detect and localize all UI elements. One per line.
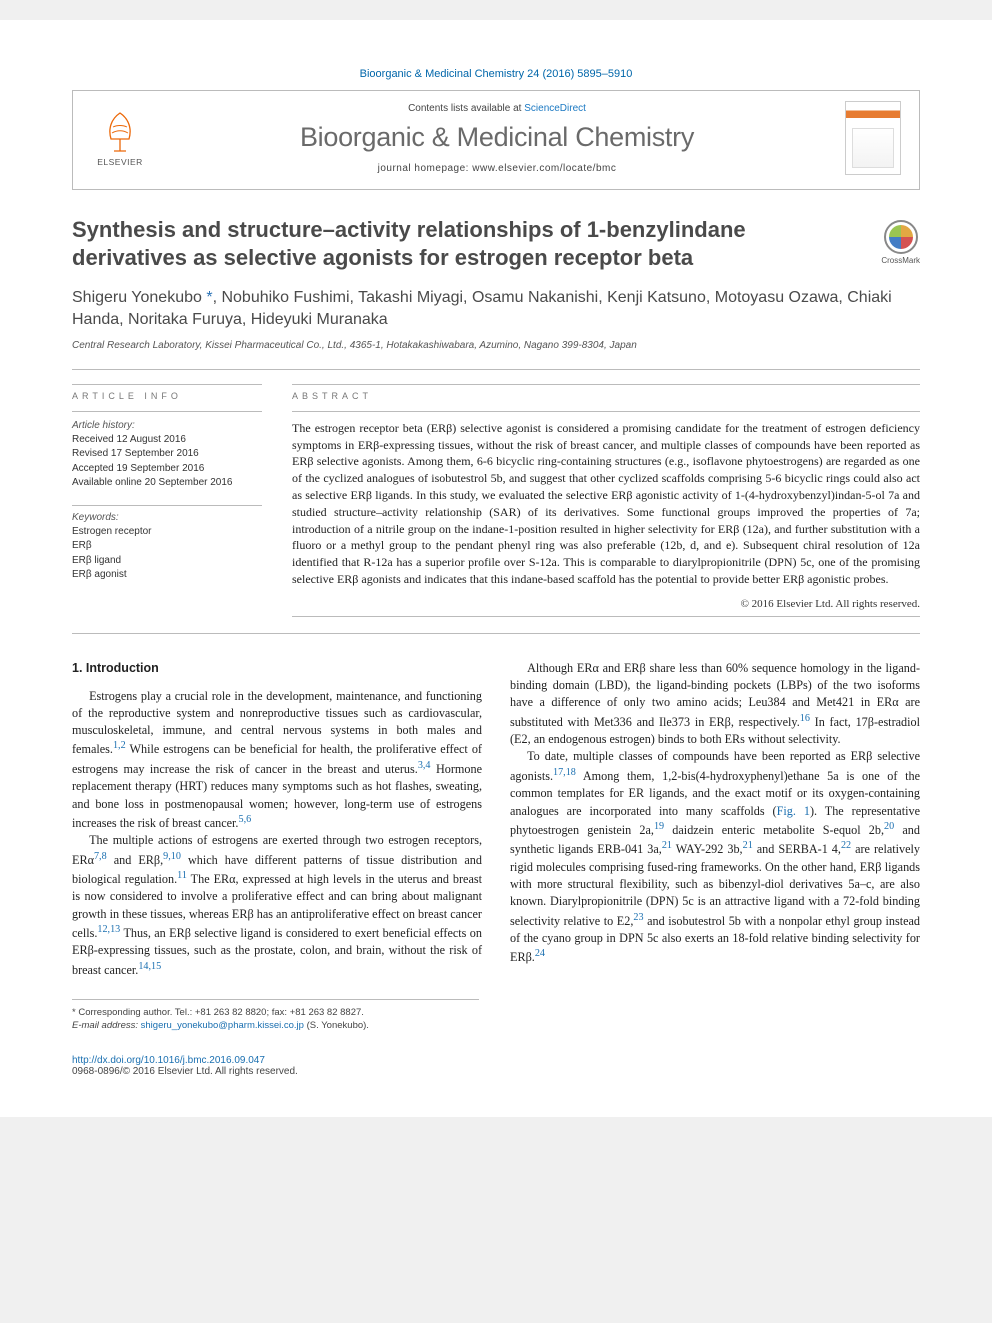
article-info-column: ARTICLE INFO Article history: Received 1… [72, 384, 262, 623]
journal-header: ELSEVIER Contents lists available at Sci… [72, 90, 920, 190]
divider [72, 633, 920, 634]
contents-prefix: Contents lists available at [408, 103, 524, 114]
elsevier-tree-icon [97, 109, 143, 155]
issn-copyright: 0968-0896/© 2016 Elsevier Ltd. All right… [72, 1066, 920, 1077]
footnotes: * Corresponding author. Tel.: +81 263 82… [72, 999, 479, 1033]
email-note: E-mail address: shigeru_yonekubo@pharm.k… [72, 1019, 479, 1032]
body-two-columns: 1. Introduction Estrogens play a crucial… [72, 660, 920, 979]
ref-link[interactable]: 19 [654, 821, 664, 832]
ref-link[interactable]: 23 [633, 912, 643, 923]
divider [72, 369, 920, 370]
body-paragraph: Although ERα and ERβ share less than 60%… [510, 660, 920, 749]
history-line: Revised 17 September 2016 [72, 447, 262, 462]
ref-link[interactable]: 17,18 [553, 767, 576, 778]
abstract-column: ABSTRACT The estrogen receptor beta (ERβ… [292, 384, 920, 623]
keywords-label: Keywords: [72, 512, 262, 523]
corresponding-marker: * [206, 289, 212, 306]
keyword: ERβ [72, 539, 262, 554]
body-paragraph: To date, multiple classes of compounds h… [510, 748, 920, 966]
history-line: Available online 20 September 2016 [72, 476, 262, 491]
abstract-text: The estrogen receptor beta (ERβ) selecti… [292, 420, 920, 588]
journal-title: Bioorganic & Medicinal Chemistry [169, 122, 825, 153]
section-heading: 1. Introduction [72, 660, 482, 678]
figure-link[interactable]: Fig. 1 [777, 804, 810, 818]
journal-cover-thumbnail [845, 101, 901, 175]
doi-link[interactable]: http://dx.doi.org/10.1016/j.bmc.2016.09.… [72, 1055, 920, 1066]
email-link[interactable]: shigeru_yonekubo@pharm.kissei.co.jp [141, 1020, 304, 1031]
info-abstract-row: ARTICLE INFO Article history: Received 1… [72, 384, 920, 623]
ref-link[interactable]: 7,8 [94, 851, 107, 862]
sciencedirect-link[interactable]: ScienceDirect [524, 103, 586, 114]
abstract-heading: ABSTRACT [292, 391, 920, 401]
contents-list-text: Contents lists available at ScienceDirec… [169, 103, 825, 114]
crossmark-icon [884, 220, 918, 254]
page-footer: http://dx.doi.org/10.1016/j.bmc.2016.09.… [72, 1055, 920, 1077]
article-history: Article history: Received 12 August 2016… [72, 420, 262, 491]
header-center: Contents lists available at ScienceDirec… [169, 103, 825, 174]
crossmark-label: CrossMark [881, 256, 920, 265]
ref-link[interactable]: 14,15 [138, 961, 161, 972]
email-label: E-mail address: [72, 1020, 141, 1031]
elsevier-logo: ELSEVIER [91, 106, 149, 170]
ref-link[interactable]: 5,6 [238, 814, 251, 825]
ref-link[interactable]: 20 [884, 821, 894, 832]
email-paren: (S. Yonekubo). [304, 1020, 369, 1031]
ref-link[interactable]: 12,13 [97, 924, 120, 935]
top-citation: Bioorganic & Medicinal Chemistry 24 (201… [72, 68, 920, 80]
ref-link[interactable]: 21 [743, 840, 753, 851]
keyword: ERβ agonist [72, 568, 262, 583]
ref-link[interactable]: 3,4 [418, 760, 431, 771]
body-paragraph: Estrogens play a crucial role in the dev… [72, 688, 482, 833]
body-paragraph: The multiple actions of estrogens are ex… [72, 832, 482, 979]
publisher-label: ELSEVIER [97, 157, 143, 167]
keyword: ERβ ligand [72, 554, 262, 569]
history-line: Accepted 19 September 2016 [72, 462, 262, 477]
article-title: Synthesis and structure–activity relatio… [72, 216, 861, 271]
article-info-heading: ARTICLE INFO [72, 391, 262, 401]
ref-link[interactable]: 16 [800, 713, 810, 724]
affiliation: Central Research Laboratory, Kissei Phar… [72, 340, 920, 351]
corresponding-note: * Corresponding author. Tel.: +81 263 82… [72, 1006, 479, 1019]
keywords-block: Keywords: Estrogen receptor ERβ ERβ liga… [72, 512, 262, 583]
ref-link[interactable]: 22 [841, 840, 851, 851]
title-row: Synthesis and structure–activity relatio… [72, 216, 920, 271]
history-line: Received 12 August 2016 [72, 433, 262, 448]
author-list: Shigeru Yonekubo *, Nobuhiko Fushimi, Ta… [72, 287, 920, 332]
journal-homepage: journal homepage: www.elsevier.com/locat… [169, 163, 825, 174]
ref-link[interactable]: 1,2 [113, 740, 126, 751]
keyword: Estrogen receptor [72, 525, 262, 540]
page: Bioorganic & Medicinal Chemistry 24 (201… [0, 20, 992, 1117]
homepage-url[interactable]: www.elsevier.com/locate/bmc [472, 163, 616, 174]
ref-link[interactable]: 24 [535, 948, 545, 959]
ref-link[interactable]: 9,10 [163, 851, 181, 862]
ref-link[interactable]: 21 [662, 840, 672, 851]
ref-link[interactable]: 11 [177, 870, 187, 881]
crossmark-badge[interactable]: CrossMark [881, 220, 920, 265]
homepage-prefix: journal homepage: [378, 163, 473, 174]
copyright-line: © 2016 Elsevier Ltd. All rights reserved… [292, 598, 920, 610]
history-label: Article history: [72, 420, 262, 431]
